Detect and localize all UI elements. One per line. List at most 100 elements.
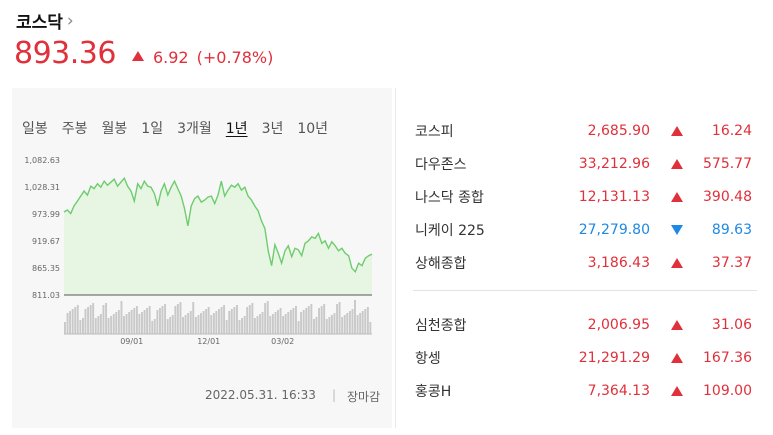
index-title-link[interactable]: 코스닥 › <box>16 8 74 34</box>
volume-bar <box>271 314 274 334</box>
index-value: 2,006.95 <box>587 316 650 333</box>
index-row[interactable]: 항셍 21,291.29 167.36 <box>415 341 755 374</box>
x-tick-label: 09/01 <box>120 337 143 346</box>
tab-period[interactable]: 주봉 <box>61 121 88 137</box>
up-triangle-icon <box>662 191 692 202</box>
down-triangle-icon <box>662 224 692 235</box>
volume-bar <box>318 308 321 334</box>
volume-bar <box>351 309 354 334</box>
index-row[interactable]: 나스닥 종합 12,131.13 390.48 <box>415 180 755 213</box>
up-triangle-icon <box>131 51 144 61</box>
tab-period[interactable]: 1년 <box>225 121 248 137</box>
volume-bar <box>364 309 367 334</box>
volume-bar <box>176 304 179 334</box>
volume-bar <box>305 308 308 334</box>
volume-bar <box>64 322 66 334</box>
price-summary: 893.36 6.92 (+0.78%) <box>14 36 273 71</box>
y-tick-label: 919.67 <box>32 237 60 246</box>
volume-bar <box>215 311 218 334</box>
market-status: 장마감 <box>347 390 381 404</box>
volume-bar <box>315 317 318 334</box>
volume-bar <box>325 319 328 334</box>
up-triangle-icon <box>662 352 692 363</box>
volume-bar <box>87 307 90 334</box>
volume-bar <box>210 315 213 334</box>
tab-period[interactable]: 월봉 <box>101 121 128 137</box>
volume-bar <box>171 315 174 334</box>
volume-bar <box>279 308 282 334</box>
index-change: 31.06 <box>711 316 752 333</box>
volume-bar <box>115 312 118 334</box>
price-change: 6.92 <box>152 48 189 67</box>
volume-bar <box>133 308 136 334</box>
up-triangle-icon <box>662 257 692 268</box>
volume-bar <box>148 306 151 334</box>
index-row[interactable]: 홍콩H 7,364.13 109.00 <box>415 374 755 407</box>
tab-period[interactable]: 3개월 <box>177 121 212 137</box>
volume-bar <box>251 303 254 334</box>
index-row[interactable]: 심천종합 2,006.95 31.06 <box>415 308 755 341</box>
volume-bar <box>256 316 259 334</box>
tab-period[interactable]: 일봉 <box>22 121 48 137</box>
index-value: 21,291.29 <box>578 349 650 366</box>
volume-bar <box>205 309 208 334</box>
volume-bar <box>336 304 339 334</box>
volume-bar <box>89 305 92 334</box>
volume-bar <box>207 307 210 334</box>
timestamp: 2022.05.31. 16:33 <box>205 388 316 402</box>
index-row[interactable]: 상해종합 3,186.43 37.37 <box>415 246 755 279</box>
volume-bar <box>266 301 269 334</box>
index-row[interactable]: 코스피 2,685.90 16.24 <box>415 114 755 147</box>
volume-bar <box>182 317 185 334</box>
index-value: 2,685.90 <box>587 122 650 139</box>
volume-bar <box>233 307 236 334</box>
volume-bar <box>287 312 290 334</box>
volume-bar <box>307 306 310 334</box>
volume-bar <box>84 309 87 334</box>
volume-bar <box>225 320 228 334</box>
x-tick-label: 12/01 <box>197 337 220 346</box>
index-name: 항셍 <box>415 350 441 367</box>
index-value: 27,279.80 <box>578 221 650 238</box>
index-name: 홍콩H <box>415 383 452 400</box>
volume-bar <box>284 314 287 334</box>
index-value: 33,212.96 <box>578 155 650 172</box>
up-triangle-icon <box>662 158 692 169</box>
volume-bar <box>194 317 197 334</box>
index-change: 109.00 <box>703 382 752 399</box>
volume-bar <box>361 311 364 334</box>
volume-bar <box>153 319 156 334</box>
tab-period[interactable]: 3년 <box>261 121 284 137</box>
volume-bar <box>277 310 279 334</box>
up-triangle-icon <box>662 125 692 136</box>
price-change-rate: (+0.78%) <box>196 48 274 67</box>
tab-period[interactable]: 10년 <box>297 121 329 137</box>
index-row[interactable]: 다우존스 33,212.96 575.77 <box>415 147 755 180</box>
volume-bar <box>295 306 297 334</box>
index-list-top: 코스피 2,685.90 16.24 다우존스 33,212.96 575.77 나스닥 종… <box>415 114 755 279</box>
volume-bar <box>69 311 72 334</box>
volume-bar <box>94 318 97 334</box>
volume-bar <box>297 321 300 334</box>
tab-period[interactable]: 1일 <box>141 121 164 137</box>
volume-bar <box>164 304 167 334</box>
volume-bar <box>82 318 84 334</box>
volume-bar <box>99 314 102 334</box>
y-tick-label: 811.03 <box>32 291 60 300</box>
volume-bar <box>92 303 95 334</box>
volume-bar <box>184 315 187 334</box>
volume-bar <box>141 312 143 334</box>
volume-bar <box>218 309 220 334</box>
index-name: 심천종합 <box>415 317 467 334</box>
vertical-divider <box>395 88 396 428</box>
index-row[interactable]: 니케이 225 27,279.80 89.63 <box>415 213 755 246</box>
volume-bar <box>292 308 295 334</box>
volume-bar <box>169 317 172 334</box>
volume-bar <box>159 308 161 334</box>
volume-bar <box>130 310 133 334</box>
volume-bar <box>246 307 249 334</box>
volume-bar <box>76 305 79 334</box>
volume-bar <box>146 308 149 334</box>
volume-bar <box>174 306 177 334</box>
x-tick-label: 03/02 <box>271 337 294 346</box>
